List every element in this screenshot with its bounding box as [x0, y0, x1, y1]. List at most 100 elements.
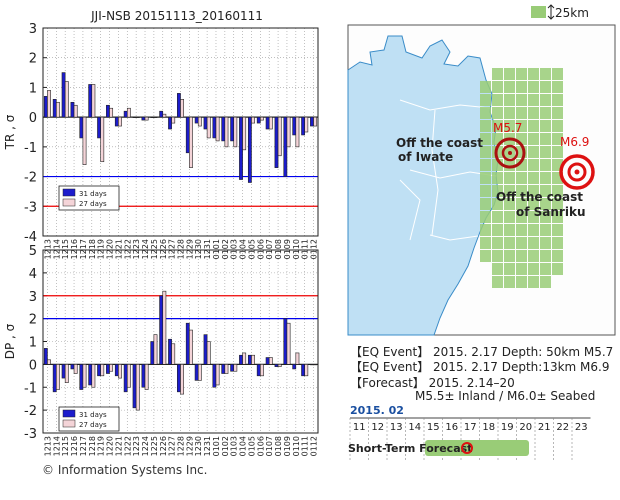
bar-27days [215, 116, 220, 142]
y-tick-label: -3 [24, 427, 37, 442]
grid-cell [504, 276, 515, 288]
y-tick-label: 5 [29, 244, 37, 259]
grid-cell [516, 81, 527, 93]
x-tick-label: 1216 [70, 436, 79, 456]
x-tick-label: 1231 [203, 239, 212, 259]
x-tick-label: 1222 [123, 436, 132, 456]
bar-27days [162, 113, 167, 118]
grid-cell [516, 198, 527, 210]
timeline-day-label: 22 [556, 422, 569, 433]
bar-31days [106, 364, 110, 374]
bar-27days [277, 116, 282, 157]
grid-cell [504, 224, 515, 236]
grid-cell [540, 107, 551, 119]
bar-31days [88, 364, 93, 386]
region-label-sanriku-line2: of Sanriku [516, 205, 585, 219]
grid-cell [504, 237, 515, 249]
grid-cell [540, 211, 551, 223]
x-tick-label: 0109 [283, 239, 292, 259]
y-tick-label: 3 [29, 22, 37, 37]
bar-27days [189, 116, 193, 168]
bar-31days [203, 334, 208, 365]
grid-cell [528, 224, 539, 236]
y-tick-label: 3 [29, 290, 37, 305]
bar-31days [283, 318, 288, 365]
grid-cell [540, 224, 551, 236]
bar-27days [56, 364, 60, 390]
bar-31days [70, 101, 75, 118]
eq-event-1: 【EQ Event】 2015. 2.17 Depth: 50km M5.7 [350, 345, 614, 359]
bar-27days [295, 116, 300, 148]
grid-cell [516, 146, 527, 158]
magnitude-label-m57: M5.7 [493, 121, 522, 135]
bar-31days [247, 116, 252, 183]
timeline-day-label: 13 [390, 422, 403, 433]
scale-arrow-icon [547, 4, 555, 20]
grid-cell [528, 159, 539, 171]
grid-cell [480, 146, 491, 158]
bar-27days [295, 352, 300, 365]
x-tick-label: 0108 [274, 436, 283, 456]
x-tick-label: 1215 [61, 239, 70, 259]
bar-27days [126, 364, 131, 388]
prefecture-border [429, 234, 479, 241]
grid-cell [492, 81, 503, 93]
x-tick-label: 1224 [141, 239, 150, 259]
x-tick-label: 1226 [159, 239, 168, 259]
timeline-day-label: 17 [464, 422, 477, 433]
bar-31days [301, 364, 305, 377]
grid-cell [492, 185, 503, 197]
bar-31days [61, 364, 66, 379]
legend-swatch [62, 198, 76, 207]
x-tick-label: 1227 [168, 239, 177, 259]
bar-27days [268, 116, 273, 130]
grid-cell [528, 276, 539, 288]
grid-cell [516, 120, 527, 132]
grid-cell [480, 198, 491, 210]
grid-cell [480, 211, 491, 223]
grid-cell [552, 185, 563, 197]
bar-31days [150, 341, 155, 365]
grid-cell [516, 107, 527, 119]
timeline-day-label: 12 [371, 422, 384, 433]
bar-27days [153, 334, 158, 365]
y-tick-label: -1 [24, 381, 37, 396]
epicenter-marker-m69 [559, 154, 595, 190]
grid-cell [552, 120, 563, 132]
x-tick-label: 0101 [212, 436, 221, 456]
bar-31days [114, 116, 119, 127]
x-tick-label: 1219 [97, 436, 106, 456]
grid-cell [516, 276, 527, 288]
x-tick-label: 1222 [123, 239, 132, 259]
grid-cell [540, 237, 551, 249]
x-tick-label: 0106 [256, 239, 265, 259]
grid-cell [480, 133, 491, 145]
x-tick-label: 0105 [247, 436, 256, 456]
prefecture-border [399, 99, 491, 111]
bar-31days [43, 96, 48, 118]
legend-label: 27 days [79, 200, 107, 208]
bar-27days [206, 341, 211, 365]
bar-31days [230, 116, 235, 142]
grid-cell [552, 107, 563, 119]
bar-27days [82, 116, 87, 165]
bar-31days [106, 104, 110, 118]
bar-27days [171, 343, 176, 365]
bar-27days [144, 116, 149, 121]
grid-cell [516, 94, 527, 106]
y-axis-label: DP , σ [3, 323, 17, 359]
grid-cell [540, 172, 551, 184]
timeline-day-label: 11 [353, 422, 366, 433]
bar-31days [159, 295, 164, 365]
bar-27days [135, 116, 140, 118]
grid-cell [492, 211, 503, 223]
grid-cell [540, 68, 551, 80]
x-tick-label: 0110 [292, 239, 301, 259]
bar-31days [239, 116, 243, 180]
bar-27days [135, 364, 140, 411]
region-label-iwate-line2: of Iwate [398, 150, 453, 164]
bar-31days [274, 364, 279, 367]
bar-31days [185, 322, 190, 365]
grid-cell [552, 211, 563, 223]
x-tick-label: 1229 [185, 436, 194, 456]
